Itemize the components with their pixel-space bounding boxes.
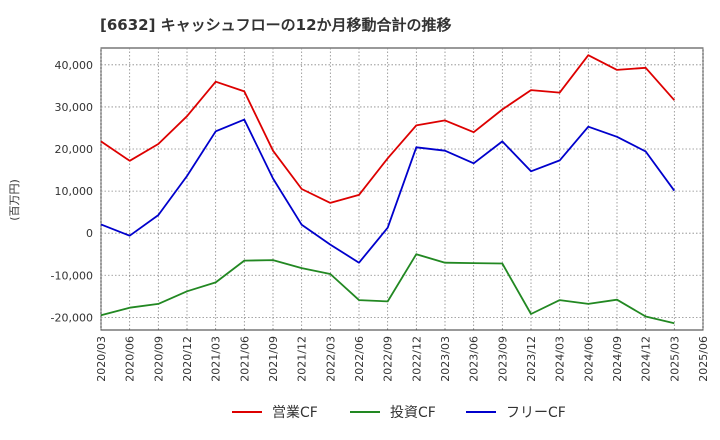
- x-tick-label: 2024/12: [640, 336, 653, 382]
- x-tick-label: 2020/12: [181, 336, 194, 382]
- x-tick-label: 2023/12: [525, 336, 538, 382]
- y-axis-ticks: 40,000 30,000 20,000 10,000 0 -10,000 -20,000: [51, 59, 93, 325]
- y-tick-label: 20,000: [55, 143, 94, 156]
- legend-label-2: 投資CF: [390, 405, 436, 421]
- x-tick-label: 2020/06: [124, 336, 137, 382]
- x-tick-label: 2021/06: [238, 336, 251, 382]
- y-tick-label: 30,000: [55, 101, 94, 114]
- legend: 営業CF 投資CF フリーCF: [232, 405, 566, 421]
- legend-label-1: 営業CF: [272, 405, 318, 421]
- x-tick-label: 2022/09: [382, 336, 395, 382]
- x-tick-label: 2023/06: [468, 336, 481, 382]
- x-tick-label: 2022/12: [410, 336, 423, 382]
- x-tick-label: 2022/06: [353, 336, 366, 382]
- x-tick-label: 2022/03: [324, 336, 337, 382]
- y-tick-label: 40,000: [55, 59, 94, 72]
- y-tick-label: 10,000: [55, 185, 94, 198]
- chart-title: [6632] キャッシュフローの12か月移動合計の推移: [100, 16, 452, 34]
- x-tick-label: 2023/09: [496, 336, 509, 382]
- y-tick-label: 0: [86, 227, 93, 240]
- x-tick-label: 2021/03: [210, 336, 223, 382]
- x-tick-label: 2020/09: [152, 336, 165, 382]
- y-axis-label: (百万円): [8, 179, 21, 221]
- y-tick-label: -20,000: [51, 311, 93, 324]
- x-tick-label: 2021/09: [267, 336, 280, 382]
- series-line-2: [100, 253, 675, 325]
- x-tick-label: 2024/06: [582, 336, 595, 382]
- legend-label-3: フリーCF: [506, 405, 566, 421]
- x-axis-ticks: 2020/03 2020/06 2020/09 2020/12 2021/03 2021/…: [95, 336, 710, 382]
- x-tick-label: 2025/06: [697, 336, 710, 382]
- series-line-1: [100, 54, 675, 204]
- series-lines: [100, 54, 676, 325]
- x-tick-label: 2025/03: [668, 336, 681, 382]
- x-tick-label: 2020/03: [95, 336, 108, 382]
- x-tick-label: 2023/03: [439, 336, 452, 382]
- x-tick-label: 2024/09: [611, 336, 624, 382]
- x-tick-label: 2024/03: [554, 336, 567, 382]
- series-line-3: [100, 118, 676, 264]
- y-tick-label: -10,000: [51, 269, 93, 282]
- x-tick-label: 2021/12: [296, 336, 309, 382]
